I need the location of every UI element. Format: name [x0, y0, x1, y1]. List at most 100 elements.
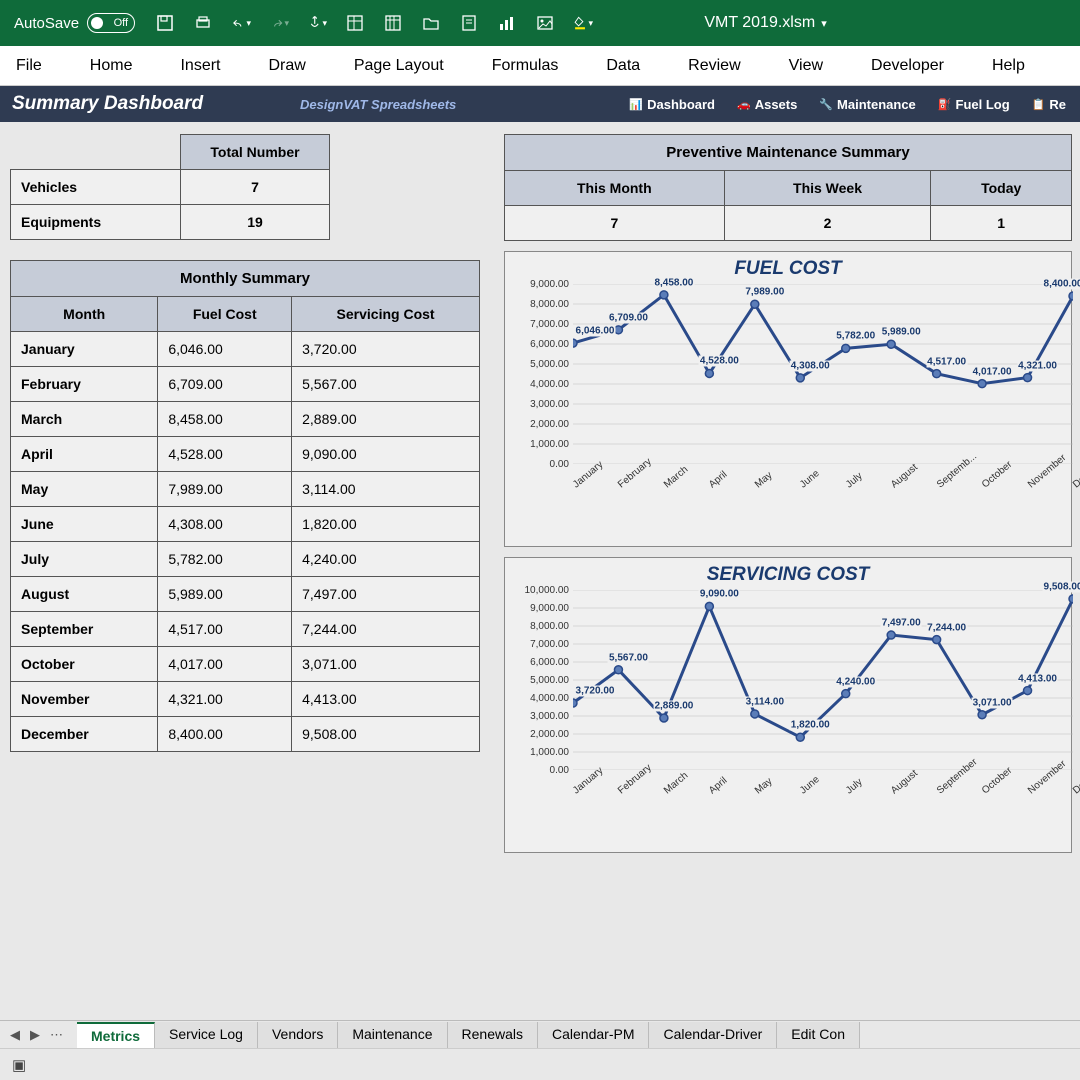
y-tick-label: 0.00 — [550, 765, 569, 776]
nav-maintenance[interactable]: 🔧Maintenance — [811, 97, 923, 112]
data-label: 7,989.00 — [744, 287, 785, 298]
y-tick-label: 6,000.00 — [530, 339, 569, 350]
x-tick-label: April — [707, 775, 729, 796]
table-row: Vehicles7 — [11, 170, 330, 205]
x-tick-label: August — [889, 462, 920, 490]
total-number-table: Total Number Vehicles7Equipments19 — [10, 134, 330, 240]
sheet-nav-arrows[interactable]: ◀ ▶ ⋯ — [10, 1027, 63, 1043]
x-tick-label: April — [707, 469, 729, 490]
picture-icon[interactable] — [535, 13, 555, 33]
nav-assets[interactable]: 🚗Assets — [729, 97, 805, 112]
y-tick-label: 7,000.00 — [530, 319, 569, 330]
monthly-title: Monthly Summary — [11, 261, 480, 297]
pm-summary-table: Preventive Maintenance Summary This Mont… — [504, 134, 1072, 241]
table-row: Equipments19 — [11, 205, 330, 240]
pivot-icon[interactable] — [383, 13, 403, 33]
ribbon-tab-page-layout[interactable]: Page Layout — [348, 57, 450, 75]
data-label: 8,400.00 — [1043, 279, 1080, 290]
sheet-tab-maintenance[interactable]: Maintenance — [338, 1022, 447, 1048]
data-label: 7,244.00 — [926, 622, 967, 633]
open-icon[interactable] — [421, 13, 441, 33]
y-axis: 0.001,000.002,000.003,000.004,000.005,00… — [509, 284, 573, 464]
chart-title: SERVICING COST — [509, 564, 1067, 586]
title-bar: AutoSave Off ▾ ▾ ▾ ▾ VMT 2019.xlsm▾ — [0, 0, 1080, 46]
sheet-tab-edit-con[interactable]: Edit Con — [777, 1022, 860, 1048]
undo-icon[interactable]: ▾ — [231, 13, 251, 33]
properties-icon[interactable] — [459, 13, 479, 33]
data-label: 6,046.00 — [575, 326, 616, 337]
data-label: 2,889.00 — [653, 700, 694, 711]
form-icon[interactable] — [345, 13, 365, 33]
x-tick-label: July — [844, 777, 865, 797]
chart-title: FUEL COST — [509, 258, 1067, 280]
servicing-cost-chart: SERVICING COST 0.001,000.002,000.003,000… — [504, 557, 1072, 853]
sheet-tab-metrics[interactable]: Metrics — [77, 1022, 155, 1048]
data-label: 4,240.00 — [835, 676, 876, 687]
data-label: 7,497.00 — [881, 618, 922, 629]
autosave-label: AutoSave — [14, 15, 79, 32]
data-label: 5,989.00 — [881, 327, 922, 338]
y-tick-label: 8,000.00 — [530, 299, 569, 310]
data-label: 9,508.00 — [1043, 581, 1080, 592]
x-tick-label: July — [844, 471, 865, 491]
table-row: March8,458.002,889.00 — [11, 402, 480, 437]
nav-dashboard[interactable]: 📊Dashboard — [621, 97, 723, 112]
sheet-tab-renewals[interactable]: Renewals — [448, 1022, 538, 1048]
macro-record-icon[interactable]: ▣ — [12, 1056, 26, 1074]
touch-icon[interactable]: ▾ — [307, 13, 327, 33]
ribbon-tab-developer[interactable]: Developer — [865, 57, 950, 75]
data-label: 3,114.00 — [745, 696, 785, 707]
more-sheets-icon[interactable]: ⋯ — [50, 1027, 63, 1043]
data-label: 3,720.00 — [575, 686, 616, 697]
next-sheet-icon[interactable]: ▶ — [30, 1027, 40, 1043]
table-row: April4,528.009,090.00 — [11, 437, 480, 472]
table-row: January6,046.003,720.00 — [11, 332, 480, 367]
content-area: Total Number Vehicles7Equipments19 Month… — [0, 122, 1080, 1044]
y-tick-label: 4,000.00 — [530, 379, 569, 390]
save-icon[interactable] — [155, 13, 175, 33]
print-icon[interactable] — [193, 13, 213, 33]
ribbon-tab-data[interactable]: Data — [600, 57, 646, 75]
nav-icon: ⛽ — [938, 98, 952, 111]
sheet-tab-calendar-pm[interactable]: Calendar-PM — [538, 1022, 649, 1048]
data-label: 4,528.00 — [699, 356, 740, 367]
ribbon-tab-insert[interactable]: Insert — [174, 57, 226, 75]
redo-icon[interactable]: ▾ — [269, 13, 289, 33]
dashboard-nav: Summary Dashboard DesignVAT Spreadsheets… — [0, 86, 1080, 122]
y-tick-label: 4,000.00 — [530, 693, 569, 704]
table-row: October4,017.003,071.00 — [11, 647, 480, 682]
data-label: 4,517.00 — [926, 356, 967, 367]
y-tick-label: 3,000.00 — [530, 399, 569, 410]
ribbon-tab-file[interactable]: File — [10, 57, 48, 75]
brand-label: DesignVAT Spreadsheets — [300, 97, 621, 112]
y-tick-label: 3,000.00 — [530, 711, 569, 722]
nav-fuel log[interactable]: ⛽Fuel Log — [930, 97, 1018, 112]
sheet-tab-service-log[interactable]: Service Log — [155, 1022, 258, 1048]
data-label: 4,413.00 — [1017, 673, 1058, 684]
ribbon-tab-review[interactable]: Review — [682, 57, 746, 75]
window-title[interactable]: VMT 2019.xlsm▾ — [605, 14, 1066, 32]
ribbon-tab-help[interactable]: Help — [986, 57, 1031, 75]
sheet-tab-vendors[interactable]: Vendors — [258, 1022, 338, 1048]
ribbon-tab-draw[interactable]: Draw — [262, 57, 311, 75]
fill-color-icon[interactable]: ▾ — [573, 13, 593, 33]
chart-icon[interactable] — [497, 13, 517, 33]
data-label: 6,709.00 — [608, 312, 649, 323]
ribbon-tab-formulas[interactable]: Formulas — [486, 57, 565, 75]
ribbon-tab-view[interactable]: View — [783, 57, 829, 75]
table-row: June4,308.001,820.00 — [11, 507, 480, 542]
table-row: December8,400.009,508.00 — [11, 717, 480, 752]
nav-icon: 🔧 — [819, 98, 833, 111]
toggle-switch[interactable]: Off — [87, 13, 135, 33]
chart-svg — [573, 590, 1073, 770]
autosave-toggle[interactable]: AutoSave Off — [14, 13, 135, 33]
x-tick-label: June — [798, 468, 822, 490]
sheet-tab-bar: ◀ ▶ ⋯ MetricsService LogVendorsMaintenan… — [0, 1020, 1080, 1048]
prev-sheet-icon[interactable]: ◀ — [10, 1027, 20, 1043]
ribbon-tab-home[interactable]: Home — [84, 57, 139, 75]
y-tick-label: 0.00 — [550, 459, 569, 470]
sheet-tab-calendar-driver[interactable]: Calendar-Driver — [649, 1022, 777, 1048]
x-tick-label: August — [889, 768, 920, 796]
x-tick-label: March — [662, 770, 690, 796]
nav-re[interactable]: 📋Re — [1024, 97, 1074, 112]
